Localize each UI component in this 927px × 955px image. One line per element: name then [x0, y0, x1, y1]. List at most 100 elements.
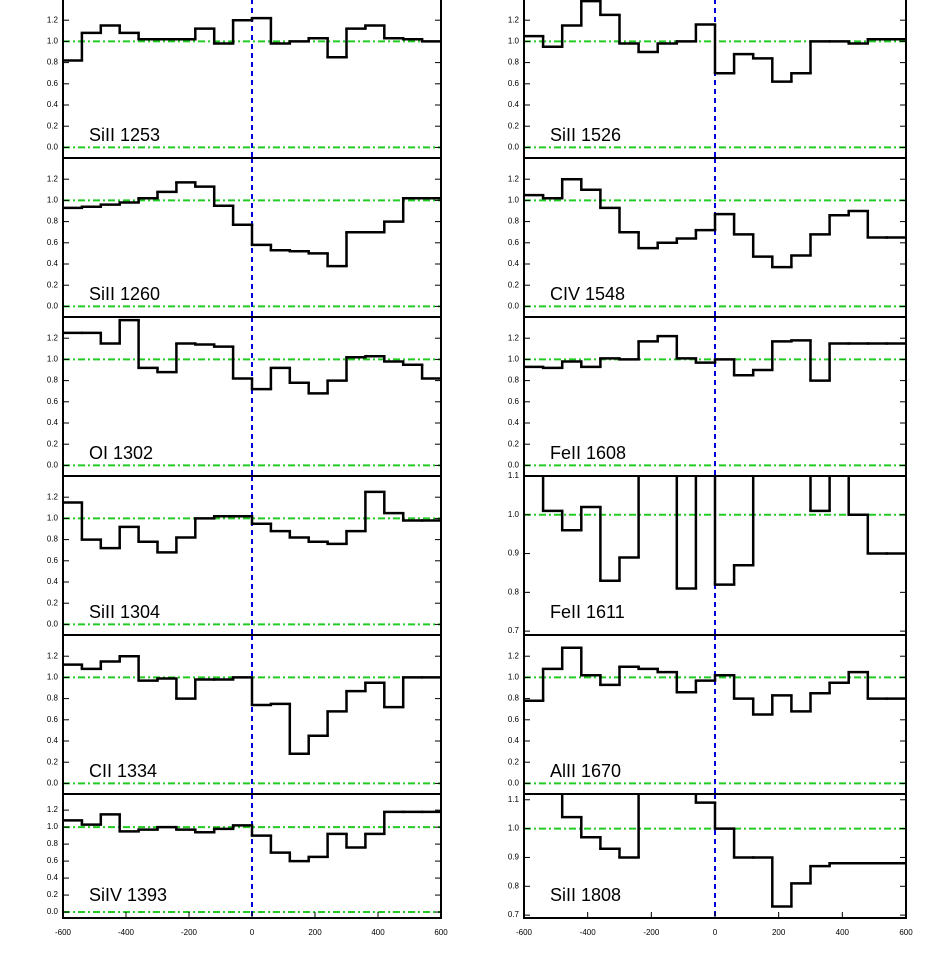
- x-tick-label: -400: [118, 928, 135, 937]
- panel: 0.0 0.2 0.4 0.6 0.8 1.0 1.2 AlII 1670: [508, 634, 907, 795]
- x-tick-label: -200: [181, 928, 198, 937]
- y-tick-label: 0.4: [47, 873, 59, 882]
- line-label: CIV 1548: [550, 284, 625, 304]
- y-tick-label: 0.0: [508, 779, 520, 788]
- panel: 0.0 0.2 0.4 0.6 0.8 1.0 1.2 SiII 1253: [47, 0, 442, 159]
- y-tick-label: 0.6: [508, 79, 520, 88]
- reference-lines: [63, 635, 441, 794]
- y-tick-label: 0.6: [508, 715, 520, 724]
- y-tick-label: 0.0: [47, 779, 59, 788]
- line-label: CII 1334: [89, 761, 157, 781]
- y-tick-label: 0.8: [47, 217, 59, 226]
- y-tick-label: 1.2: [47, 333, 59, 342]
- line-label: SiII 1808: [550, 885, 621, 905]
- panel: 0.0 0.2 0.4 0.6 0.8 1.0 1.2 SiII 1526: [508, 0, 907, 159]
- panel: 0.0 0.2 0.4 0.6 0.8 1.0 1.2 OI 1302: [47, 316, 442, 477]
- y-tick-label: 0.8: [47, 694, 59, 703]
- y-tick-label: 1.2: [508, 333, 520, 342]
- profile: [63, 654, 441, 755]
- line-label: SiII 1253: [89, 125, 160, 145]
- y-tick-label: 1.0: [47, 355, 59, 364]
- y-tick-label: 0.2: [508, 439, 520, 448]
- y-tick-label: 1.0: [508, 37, 520, 46]
- y-tick-label: 1.0: [508, 510, 520, 519]
- line-label: SiII 1526: [550, 125, 621, 145]
- y-tick-label: 0.0: [47, 620, 59, 629]
- x-tick-label: 600: [899, 928, 913, 937]
- y-tick-label: 0.8: [47, 535, 59, 544]
- line-label: SiIV 1393: [89, 885, 167, 905]
- profile: [524, 646, 906, 716]
- y-tick-label: 1.2: [47, 15, 59, 24]
- y-tick-label: 0.4: [47, 259, 59, 268]
- y-tick-label: 0.2: [508, 121, 520, 130]
- panel: 0.0 0.2 0.4 0.6 0.8 1.0 1.2 -600 -400 -200 0 200 400…: [47, 793, 448, 937]
- y-tick-label: 0.7: [508, 626, 520, 635]
- y-tick-label: 0.6: [47, 79, 59, 88]
- panel: 0.0 0.2 0.4 0.6 0.8 1.0 1.2 SiII 1304: [47, 475, 442, 636]
- x-tick-label: -400: [580, 928, 597, 937]
- x-tick-label: -600: [55, 928, 72, 937]
- reference-lines: [63, 317, 441, 476]
- y-tick-label: 0.2: [508, 757, 520, 766]
- y-tick-label: 0.6: [47, 397, 59, 406]
- y-tick-label: 0.6: [47, 856, 59, 865]
- y-tick-label: 0.4: [508, 100, 520, 109]
- profile: [560, 794, 906, 908]
- y-tick-label: 1.0: [47, 196, 59, 205]
- x-tick-label: 600: [434, 928, 448, 937]
- y-tick-label: 0.8: [47, 839, 59, 848]
- y-tick-label: 1.2: [47, 651, 59, 660]
- y-tick-label: 1.2: [47, 174, 59, 183]
- line-label: SiII 1260: [89, 284, 160, 304]
- y-tick-label: 1.0: [508, 196, 520, 205]
- x-tick-label: 400: [371, 928, 385, 937]
- panel: 0.0 0.2 0.4 0.6 0.8 1.0 1.2 SiII 1260: [47, 157, 442, 318]
- line-label: SiII 1304: [89, 602, 160, 622]
- y-tick-label: 0.8: [508, 58, 520, 67]
- y-tick-label: 1.2: [508, 651, 520, 660]
- profile: [524, 334, 906, 382]
- profile: [63, 490, 441, 554]
- y-tick-label: 0.0: [47, 143, 59, 152]
- line-label: FeII 1608: [550, 443, 626, 463]
- y-tick-label: 0.2: [47, 121, 59, 130]
- profile: [524, 0, 906, 83]
- x-tick-label: 200: [772, 928, 786, 937]
- profile: [63, 181, 441, 268]
- line-label: AlII 1670: [550, 761, 621, 781]
- line-label: FeII 1611: [550, 602, 625, 622]
- y-tick-label: 1.0: [508, 355, 520, 364]
- y-tick-label: 0.0: [508, 143, 520, 152]
- y-tick-label: 0.9: [508, 549, 520, 558]
- panel: 0.0 0.2 0.4 0.6 0.8 1.0 1.2 FeII 1608: [508, 316, 907, 477]
- reference-lines: [524, 158, 906, 317]
- y-tick-label: 0.7: [508, 910, 520, 919]
- y-tick-label: 0.8: [508, 217, 520, 226]
- panel: 0.7 0.8 0.9 1.0 1.1 FeII 1611: [508, 471, 907, 636]
- x-tick-label: 400: [836, 928, 850, 937]
- y-tick-label: 0.4: [508, 736, 520, 745]
- y-tick-label: 0.2: [47, 757, 59, 766]
- x-tick-label: 0: [713, 928, 718, 937]
- y-tick-label: 0.8: [47, 376, 59, 385]
- y-tick-label: 0.4: [47, 736, 59, 745]
- y-tick-label: 0.4: [47, 100, 59, 109]
- profile: [541, 476, 906, 590]
- y-tick-label: 1.2: [47, 492, 59, 501]
- y-tick-label: 1.0: [47, 37, 59, 46]
- y-tick-label: 1.0: [47, 822, 59, 831]
- y-tick-label: 1.0: [47, 514, 59, 523]
- y-tick-label: 1.2: [508, 15, 520, 24]
- y-tick-label: 1.0: [508, 673, 520, 682]
- y-tick-label: 0.6: [508, 397, 520, 406]
- profile: [63, 810, 441, 863]
- y-tick-label: 0.4: [47, 577, 59, 586]
- y-tick-label: 0.2: [47, 598, 59, 607]
- panel: 0.0 0.2 0.4 0.6 0.8 1.0 1.2 CIV 1548: [508, 157, 907, 318]
- y-tick-label: 0.4: [47, 418, 59, 427]
- y-tick-label: 0.0: [47, 461, 59, 470]
- y-tick-label: 0.0: [508, 461, 520, 470]
